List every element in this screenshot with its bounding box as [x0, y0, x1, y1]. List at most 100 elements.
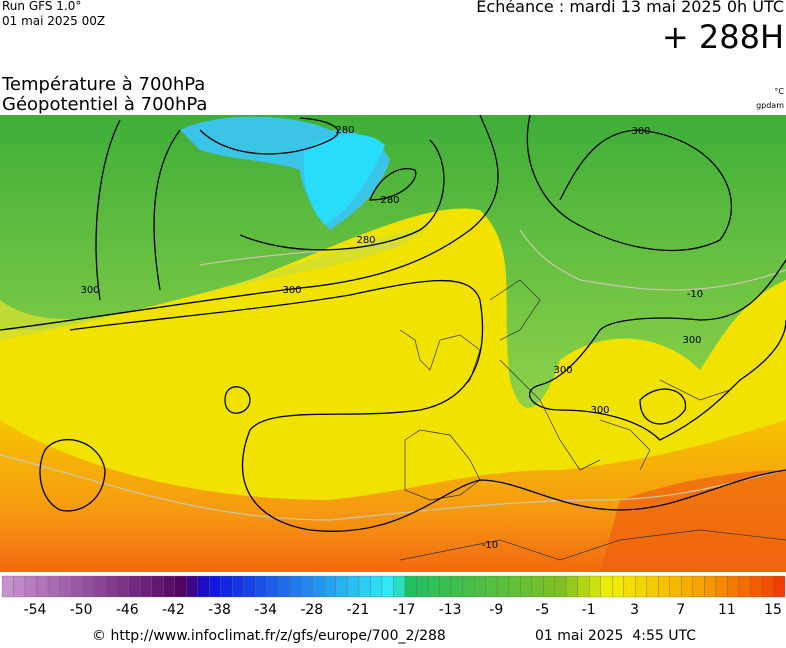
colorbar-label: -50	[70, 602, 93, 618]
contour	[239, 139, 445, 251]
colorbar-label: -21	[346, 602, 369, 618]
colorbar-swatch	[36, 575, 49, 598]
colorbar-swatch	[681, 575, 694, 598]
colorbar-swatch	[577, 575, 590, 598]
colorbar-label: -13	[439, 602, 462, 618]
colorbar-swatch	[520, 575, 532, 598]
contour-label: 300	[553, 365, 572, 376]
colorbar-swatch	[600, 575, 613, 598]
colorbar-swatch	[658, 575, 671, 598]
colorbar-label: -5	[535, 602, 549, 618]
colorbar-label: -42	[162, 602, 185, 618]
colorbar-swatch	[646, 575, 659, 598]
colorbar-label: 15	[764, 602, 782, 618]
colorbar-swatch	[47, 575, 60, 598]
colorbar-swatch	[393, 575, 406, 598]
colorbar-label: 7	[676, 602, 685, 618]
colorbar-swatch	[370, 575, 383, 598]
colorbar-swatch	[116, 575, 129, 598]
colorbar-swatch	[692, 575, 705, 598]
colorbar-swatch	[358, 575, 371, 598]
colorbar-swatch	[1, 575, 14, 598]
colorbar-swatch	[554, 575, 567, 598]
contour-label: -10	[687, 289, 703, 300]
colorbar-swatch	[278, 575, 291, 598]
contour-label: -10	[482, 540, 498, 551]
colorbar-swatch	[140, 575, 152, 598]
colorbar-swatch	[715, 575, 728, 598]
colorbar-swatch	[531, 575, 544, 598]
warm-region	[0, 420, 786, 572]
footer-url: © http://www.infoclimat.fr/z/gfs/europe/…	[92, 628, 446, 644]
map: 280 280 280 300 300 300 300 300 300 -10 …	[0, 115, 786, 572]
colorbar-label: -34	[254, 602, 277, 618]
colorbar-swatch	[496, 575, 509, 598]
colorbar-label: -28	[300, 602, 323, 618]
isotherm	[0, 454, 786, 521]
colorbar-swatch	[232, 575, 244, 598]
colorbar-swatch	[347, 575, 360, 598]
contour-label: 280	[356, 235, 375, 246]
colorbar-swatch	[93, 575, 106, 598]
colorbar-swatch	[566, 575, 578, 598]
colorbar-swatch	[635, 575, 647, 598]
colorbar-swatch	[773, 575, 786, 598]
contour-label: 300	[631, 126, 650, 137]
colorbar-swatch	[439, 575, 452, 598]
colorbar-swatch	[70, 575, 83, 598]
hot-region	[600, 470, 786, 572]
transition-band	[0, 225, 430, 340]
contour	[95, 119, 121, 301]
run-label: Run GFS 1.0°	[2, 0, 81, 13]
colorbar: -54 -50 -46 -42 -38 -34 -28 -21 -17 -13 -9 -5 -1 3 7 11…	[1, 575, 786, 618]
colorbar-swatch	[255, 575, 267, 598]
colorbar-swatch	[738, 575, 751, 598]
footer-generated: 01 mai 2025 4:55 UTC	[535, 628, 696, 644]
colorbar-swatch	[612, 575, 624, 598]
colorbar-swatch	[163, 575, 175, 598]
contour-label: 280	[380, 195, 399, 206]
colorbar-label: -1	[582, 602, 596, 618]
colorbar-swatch	[266, 575, 279, 598]
contour	[526, 115, 733, 251]
colorbar-swatch	[174, 575, 187, 598]
contour-label: 280	[335, 125, 354, 136]
colorbar-swatch	[543, 575, 555, 598]
colorbar-swatch	[209, 575, 221, 598]
colorbar-swatch	[450, 575, 463, 598]
colorbar-swatch	[128, 575, 141, 598]
contour	[639, 388, 687, 425]
colorbar-swatch	[669, 575, 682, 598]
colorbar-swatch	[416, 575, 429, 598]
colorbar-swatch	[82, 575, 95, 598]
contour	[0, 115, 499, 331]
colorbar-swatch	[220, 575, 233, 598]
colorbar-label: -9	[489, 602, 503, 618]
contour	[224, 386, 251, 414]
title-geopotential: Géopotentiel à 700hPa	[2, 94, 207, 115]
colorbar-label: -46	[116, 602, 139, 618]
colorbar-swatch	[427, 575, 440, 598]
colorbar-swatch	[312, 575, 325, 598]
colorbar-swatch	[462, 575, 475, 598]
colorbar-swatch	[289, 575, 302, 598]
contour	[69, 279, 786, 532]
colorbar-swatch	[485, 575, 498, 598]
greenland-core	[303, 134, 385, 225]
colorbar-swatch	[186, 575, 198, 598]
colorbar-swatch	[335, 575, 348, 598]
run-date: 01 mai 2025 00Z	[2, 14, 105, 28]
colorbar-swatch	[324, 575, 337, 598]
colorbar-swatch	[24, 575, 37, 598]
colorbar-swatch	[704, 575, 717, 598]
unit-geopotential: gpdam	[756, 101, 784, 110]
colorbar-label: -54	[24, 602, 47, 618]
colorbar-swatch	[151, 575, 164, 598]
contour	[153, 129, 181, 291]
colorbar-swatch	[761, 575, 774, 598]
contour-label: 300	[282, 285, 301, 296]
colorbar-swatch	[473, 575, 486, 598]
colorbar-swatch	[381, 575, 394, 598]
contour	[369, 168, 417, 201]
